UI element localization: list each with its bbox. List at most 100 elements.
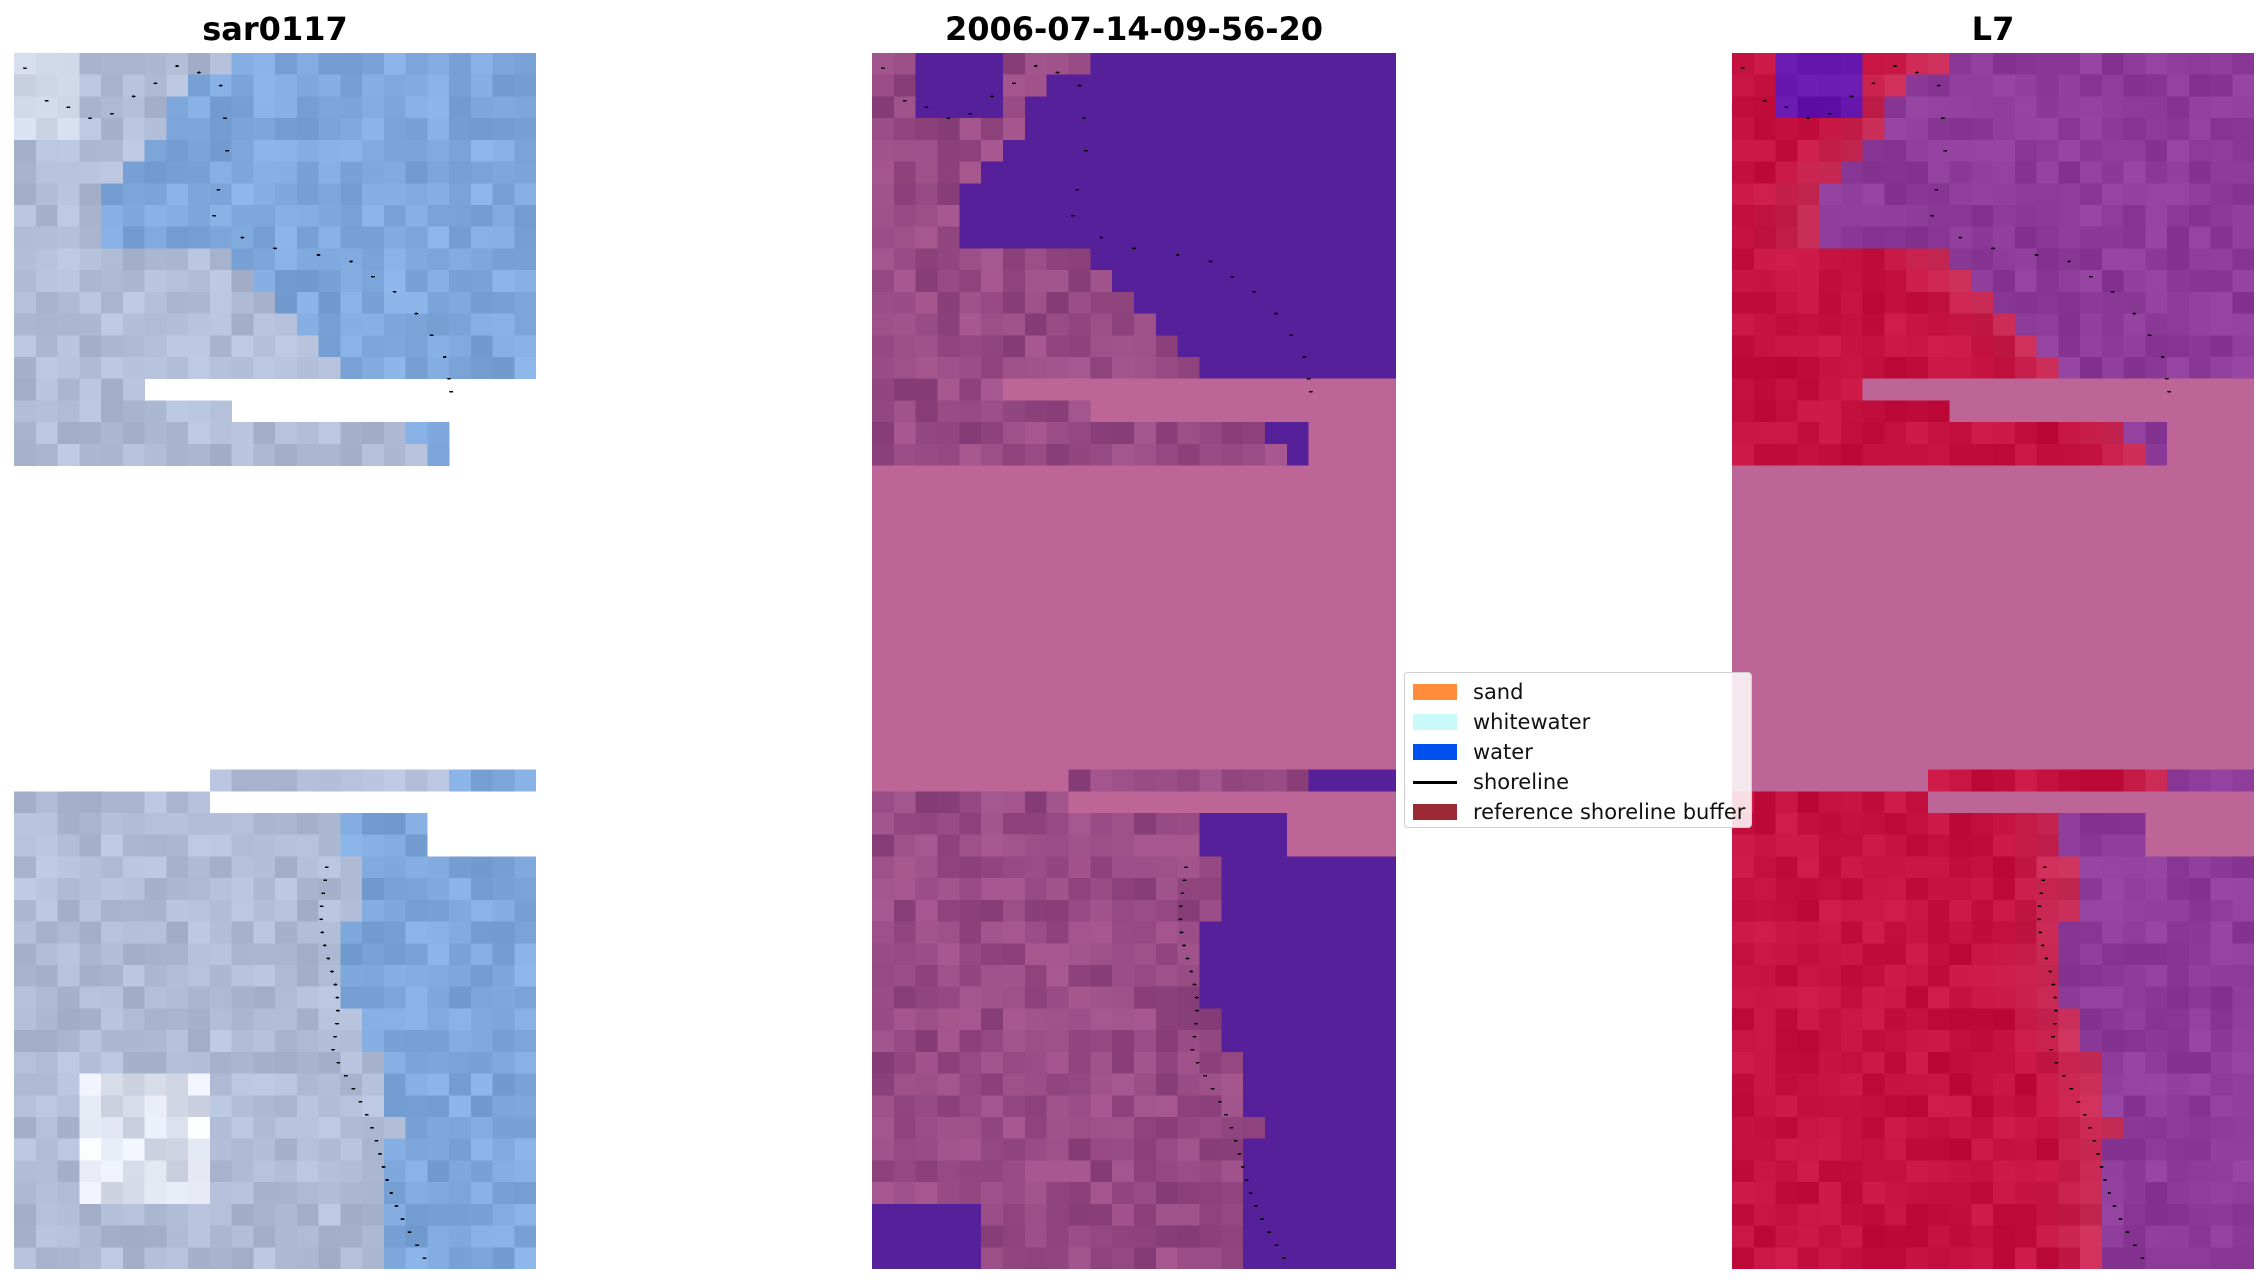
image-pixel xyxy=(2080,965,2103,988)
image-pixel xyxy=(2145,248,2168,271)
image-pixel xyxy=(1046,899,1069,923)
image-pixel xyxy=(1068,313,1091,336)
image-pixel xyxy=(362,1225,385,1248)
image-pixel xyxy=(1840,74,1863,97)
image-pixel xyxy=(2123,986,2146,1009)
image-pixel xyxy=(231,205,254,228)
image-pixel xyxy=(1884,248,1907,271)
image-pixel xyxy=(1797,639,1820,662)
image-pixel xyxy=(1330,205,1353,228)
image-pixel xyxy=(470,161,493,184)
image-pixel xyxy=(2188,986,2211,1009)
image-pixel xyxy=(296,1182,319,1205)
image-pixel xyxy=(1090,704,1113,727)
image-pixel xyxy=(1993,96,2016,119)
image-pixel xyxy=(1330,248,1353,271)
image-pixel xyxy=(1199,226,1222,249)
image-pixel xyxy=(1155,965,1179,988)
image-pixel xyxy=(915,834,938,857)
image-pixel xyxy=(2014,921,2037,944)
image-pixel xyxy=(1265,921,1288,944)
image-pixel xyxy=(2167,1138,2190,1161)
image-pixel xyxy=(492,118,515,141)
image-pixel xyxy=(1024,1117,1048,1140)
image-pixel xyxy=(1177,943,1200,966)
image-pixel xyxy=(2058,986,2081,1009)
image-pixel xyxy=(514,1138,536,1161)
image-pixel xyxy=(1927,118,1950,141)
shoreline-point xyxy=(1914,71,1919,74)
image-pixel xyxy=(2145,921,2168,944)
image-pixel xyxy=(1862,921,1885,944)
shoreline-point xyxy=(1958,236,1963,239)
shoreline-point xyxy=(1055,71,1060,74)
image-pixel xyxy=(2232,1138,2254,1161)
image-pixel xyxy=(872,1182,895,1205)
image-pixel xyxy=(318,291,341,315)
image-pixel xyxy=(1308,509,1331,532)
image-pixel xyxy=(2210,509,2233,532)
image-pixel xyxy=(2210,1030,2233,1053)
image-pixel xyxy=(296,986,319,1009)
image-pixel xyxy=(79,226,102,249)
image-pixel xyxy=(1732,1051,1755,1075)
shoreline-point xyxy=(1849,95,1854,98)
image-pixel xyxy=(1155,1008,1179,1031)
image-pixel xyxy=(1308,639,1331,662)
image-pixel xyxy=(1112,921,1135,944)
image-pixel xyxy=(1090,96,1113,119)
image-pixel xyxy=(2101,335,2124,358)
image-pixel xyxy=(2188,161,2211,184)
image-pixel xyxy=(1024,1138,1048,1161)
image-pixel xyxy=(2058,139,2081,163)
image-pixel xyxy=(1330,552,1353,575)
image-pixel xyxy=(2036,1030,2059,1053)
image-pixel xyxy=(1862,248,1885,271)
image-pixel xyxy=(959,400,982,423)
image-pixel xyxy=(340,1203,363,1227)
image-pixel xyxy=(1352,769,1375,792)
image-pixel xyxy=(1927,747,1950,771)
image-pixel xyxy=(492,1203,515,1227)
image-pixel xyxy=(1243,1117,1266,1140)
image-pixel xyxy=(405,878,428,901)
image-pixel xyxy=(1330,943,1353,966)
image-pixel xyxy=(1177,270,1200,293)
image-pixel xyxy=(959,443,982,467)
image-pixel xyxy=(2145,53,2168,76)
image-pixel xyxy=(383,335,406,358)
image-pixel xyxy=(166,313,189,336)
image-pixel xyxy=(872,639,895,662)
image-pixel xyxy=(1906,313,1929,336)
image-pixel xyxy=(1068,400,1091,423)
image-pixel xyxy=(1024,183,1048,206)
image-pixel xyxy=(1352,552,1375,575)
image-pixel xyxy=(1352,791,1375,814)
image-pixel xyxy=(1927,943,1950,966)
image-pixel xyxy=(1046,1247,1069,1269)
image-pixel xyxy=(872,1247,895,1269)
image-pixel xyxy=(1177,791,1200,814)
image-pixel xyxy=(1906,813,1929,836)
image-pixel xyxy=(1993,1008,2016,1031)
image-pixel xyxy=(275,1095,298,1118)
image-pixel xyxy=(872,813,895,836)
image-pixel xyxy=(1068,986,1091,1009)
image-pixel xyxy=(101,226,124,249)
image-pixel xyxy=(1134,834,1157,857)
image-pixel xyxy=(2080,682,2103,705)
image-pixel xyxy=(1819,205,1842,228)
image-pixel xyxy=(1840,747,1863,771)
image-pixel xyxy=(2080,943,2103,966)
image-pixel xyxy=(79,986,102,1009)
image-pixel xyxy=(1134,357,1157,380)
image-pixel xyxy=(1993,443,2016,467)
image-pixel xyxy=(57,1203,80,1227)
image-pixel xyxy=(2232,856,2254,879)
image-pixel xyxy=(253,965,276,988)
image-pixel xyxy=(915,661,938,684)
image-pixel xyxy=(1177,205,1200,228)
image-pixel xyxy=(2058,813,2081,836)
image-pixel xyxy=(1308,96,1331,119)
image-pixel xyxy=(1243,1203,1266,1227)
